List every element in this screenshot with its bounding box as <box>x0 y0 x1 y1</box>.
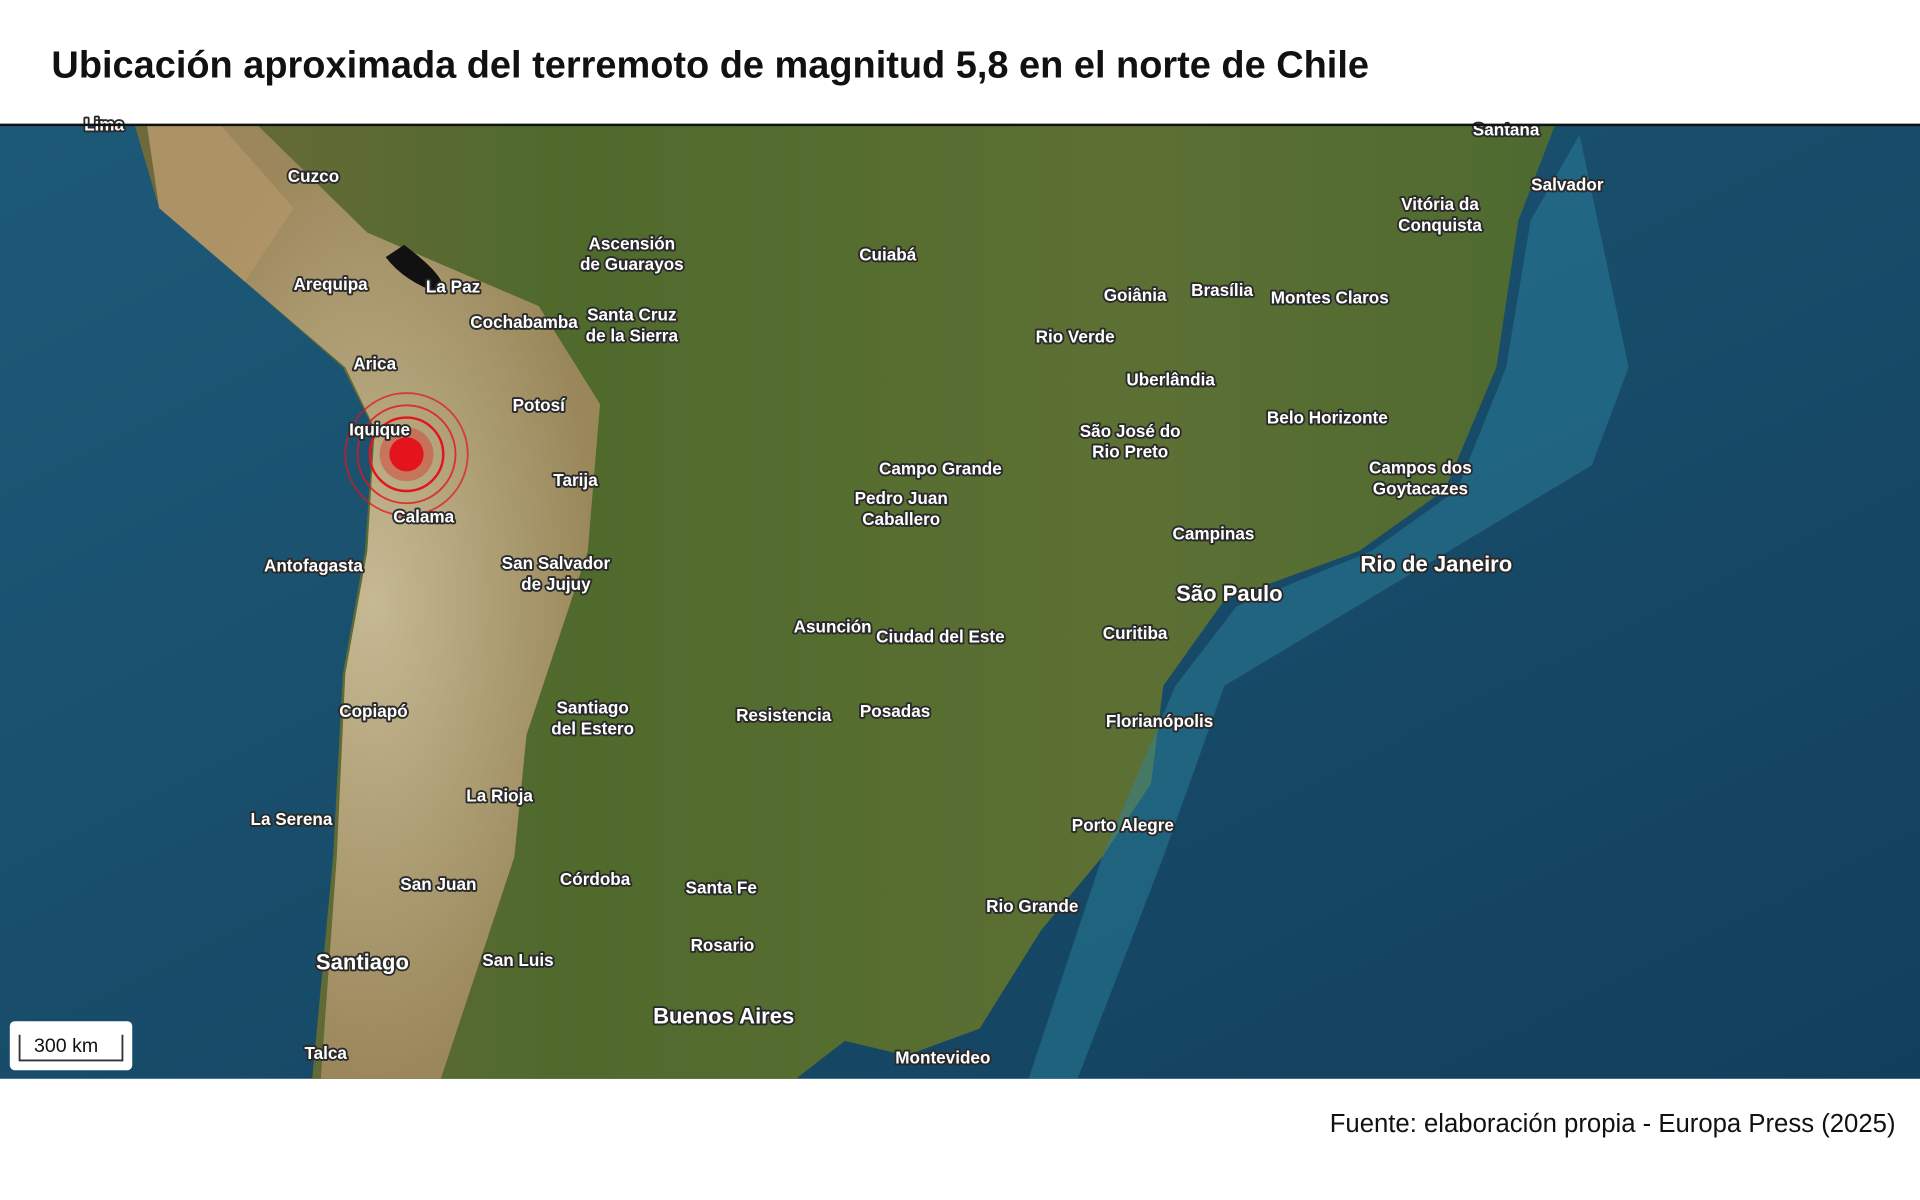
city-label: Goytacazes <box>1373 478 1468 498</box>
city-label: de Jujuy <box>521 574 591 594</box>
city-label: San Salvador <box>502 553 611 573</box>
city-label: Arica <box>353 353 396 373</box>
city-label: de Guarayos <box>580 254 684 274</box>
lake-titicaca <box>385 244 444 294</box>
city-label: Belo Horizonte <box>1267 407 1388 427</box>
city-label: Rio Verde <box>1036 326 1115 346</box>
city-label: San Juan <box>400 874 476 894</box>
city-label: Curitiba <box>1103 623 1168 643</box>
city-label: Tarija <box>553 470 598 490</box>
city-label: Campos dos <box>1369 458 1472 478</box>
city-label: Pedro Juan <box>855 488 948 508</box>
city-label: Resistencia <box>736 705 832 725</box>
city-label: Potosí <box>513 395 567 415</box>
city-label: Florianópolis <box>1106 711 1214 731</box>
city-label: Porto Alegre <box>1072 815 1174 835</box>
city-label: Montevideo <box>895 1048 990 1068</box>
city-label: Talca <box>304 1043 347 1063</box>
city-label: Arequipa <box>293 274 368 294</box>
city-label: Rio de Janeiro <box>1360 552 1512 577</box>
epicenter <box>344 392 469 517</box>
city-label: Goiânia <box>1104 285 1167 305</box>
andes <box>146 124 600 1079</box>
city-label: La Serena <box>250 809 332 829</box>
city-label: Rio Preto <box>1092 442 1168 462</box>
city-label: Buenos Aires <box>653 1003 794 1028</box>
city-label: Cuzco <box>288 166 339 186</box>
city-label: São Paulo <box>1176 581 1283 606</box>
city-label: Campo Grande <box>879 459 1002 479</box>
city-label: Ascensión <box>589 233 676 253</box>
city-label: Campinas <box>1173 524 1255 544</box>
city-label: São José do <box>1080 421 1181 441</box>
city-label: Rosario <box>691 935 755 955</box>
city-label: Antofagasta <box>264 555 363 575</box>
shelf <box>1028 134 1629 1079</box>
source: Fuente: elaboración propia - Europa Pres… <box>1330 1110 1896 1138</box>
city-label: Asunción <box>794 617 872 637</box>
city-label: Rio Grande <box>986 896 1078 916</box>
city-label: Copiapó <box>339 701 408 721</box>
city-label: Salvador <box>1531 175 1604 195</box>
city-label: Vitória da <box>1401 194 1479 214</box>
city-label: Santiago <box>556 698 628 718</box>
city-label: Santa Fe <box>686 878 757 898</box>
city-label: del Estero <box>551 718 634 738</box>
scale-box <box>9 1021 133 1071</box>
city-label: San Luis <box>482 950 553 970</box>
city-label: Caballero <box>862 509 940 529</box>
title: Ubicación aproximada del terremoto de ma… <box>51 44 1369 86</box>
city-label: Santana <box>1473 120 1540 140</box>
city-label: Cochabamba <box>470 312 578 332</box>
city-label: Córdoba <box>560 869 631 889</box>
city-label: Calama <box>393 506 454 526</box>
city-label: Santiago <box>316 950 409 975</box>
city-label: Uberlândia <box>1126 369 1215 389</box>
city-label: Conquista <box>1398 215 1482 235</box>
scale-bar <box>18 1034 124 1062</box>
city-label: Montes Claros <box>1271 287 1389 307</box>
city-label: Ciudad del Este <box>876 626 1004 646</box>
city-label: Santa Cruz <box>587 304 676 324</box>
city-label: de la Sierra <box>586 325 679 345</box>
city-label: Brasília <box>1191 280 1253 300</box>
city-label: Posadas <box>860 701 930 721</box>
city-label: La Paz <box>426 276 480 296</box>
city-label: Cuiabá <box>859 244 917 264</box>
scale-label: 300 km <box>34 1035 98 1057</box>
city-label: Iquique <box>349 420 410 440</box>
city-label: La Rioja <box>466 786 533 806</box>
coast-desert <box>146 124 294 282</box>
